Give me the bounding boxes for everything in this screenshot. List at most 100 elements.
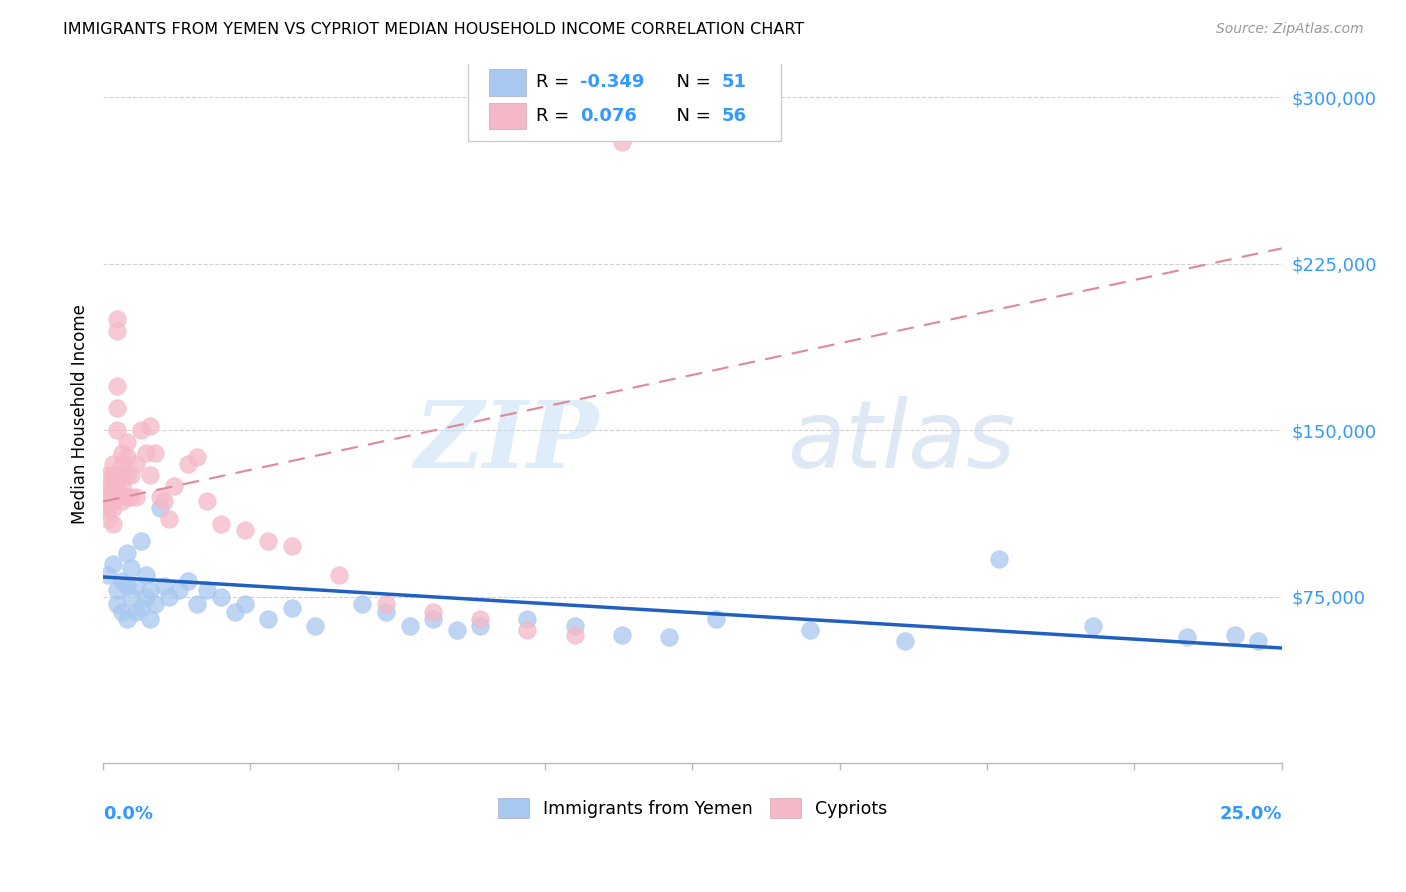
Point xyxy=(120,467,142,482)
Point xyxy=(186,597,208,611)
Point xyxy=(111,574,134,589)
Point xyxy=(799,624,821,638)
Point xyxy=(135,445,157,459)
Point xyxy=(105,401,128,416)
Point xyxy=(610,135,633,149)
Point xyxy=(446,624,468,638)
Point xyxy=(352,597,374,611)
Point xyxy=(120,590,142,604)
Point xyxy=(257,612,280,626)
Point xyxy=(233,524,256,538)
Point xyxy=(304,619,326,633)
Point xyxy=(125,490,148,504)
Point xyxy=(516,612,538,626)
Point xyxy=(658,630,681,644)
Point xyxy=(177,457,200,471)
Point xyxy=(157,590,180,604)
Point xyxy=(101,472,124,486)
Point xyxy=(209,516,232,531)
Point xyxy=(153,494,176,508)
Point xyxy=(139,467,162,482)
Point xyxy=(101,557,124,571)
Point xyxy=(195,583,218,598)
Point xyxy=(398,619,420,633)
Point xyxy=(139,419,162,434)
FancyBboxPatch shape xyxy=(468,61,780,141)
Point xyxy=(97,479,120,493)
Point xyxy=(129,534,152,549)
Point xyxy=(328,567,350,582)
Point xyxy=(111,467,134,482)
Point xyxy=(470,619,492,633)
Text: R =: R = xyxy=(536,73,575,91)
Point xyxy=(167,583,190,598)
Point xyxy=(97,467,120,482)
Point xyxy=(139,612,162,626)
Text: 25.0%: 25.0% xyxy=(1219,805,1282,823)
Point xyxy=(1081,619,1104,633)
Point xyxy=(97,485,120,500)
Point xyxy=(125,579,148,593)
Text: R =: R = xyxy=(536,107,575,125)
Point xyxy=(209,590,232,604)
Point xyxy=(1247,634,1270,648)
Point xyxy=(149,501,172,516)
Point xyxy=(704,612,727,626)
Point xyxy=(97,567,120,582)
Point xyxy=(105,312,128,326)
Point xyxy=(125,606,148,620)
Point xyxy=(375,606,398,620)
Point xyxy=(115,545,138,559)
Text: 56: 56 xyxy=(721,107,747,125)
Point xyxy=(105,479,128,493)
Point xyxy=(1177,630,1199,644)
Point xyxy=(101,516,124,531)
Point xyxy=(101,457,124,471)
Point xyxy=(224,606,246,620)
Point xyxy=(105,379,128,393)
Text: N =: N = xyxy=(665,73,717,91)
Point xyxy=(564,628,586,642)
Point xyxy=(143,597,166,611)
Point xyxy=(163,479,186,493)
Point xyxy=(101,501,124,516)
Point xyxy=(101,494,124,508)
FancyBboxPatch shape xyxy=(488,69,526,95)
Point xyxy=(115,490,138,504)
FancyBboxPatch shape xyxy=(488,103,526,129)
Point xyxy=(157,512,180,526)
Text: 0.0%: 0.0% xyxy=(103,805,153,823)
Point xyxy=(233,597,256,611)
Point xyxy=(111,494,134,508)
Point xyxy=(111,606,134,620)
Point xyxy=(610,628,633,642)
Point xyxy=(115,450,138,464)
Point xyxy=(516,624,538,638)
Text: N =: N = xyxy=(665,107,717,125)
Point xyxy=(129,601,152,615)
Point xyxy=(105,467,128,482)
Point xyxy=(135,567,157,582)
Point xyxy=(120,490,142,504)
Point xyxy=(135,590,157,604)
Point xyxy=(186,450,208,464)
Point xyxy=(422,606,444,620)
Point xyxy=(101,467,124,482)
Point xyxy=(470,612,492,626)
Point xyxy=(129,424,152,438)
Point xyxy=(143,445,166,459)
Text: atlas: atlas xyxy=(787,396,1015,487)
Text: ZIP: ZIP xyxy=(413,397,598,487)
Point xyxy=(97,501,120,516)
Point xyxy=(111,445,134,459)
Point xyxy=(105,424,128,438)
Point xyxy=(1223,628,1246,642)
Point xyxy=(105,324,128,338)
Point xyxy=(120,561,142,575)
Text: -0.349: -0.349 xyxy=(581,73,645,91)
Text: Source: ZipAtlas.com: Source: ZipAtlas.com xyxy=(1216,22,1364,37)
Point xyxy=(139,583,162,598)
Point xyxy=(280,539,302,553)
Point xyxy=(111,457,134,471)
Point xyxy=(115,467,138,482)
